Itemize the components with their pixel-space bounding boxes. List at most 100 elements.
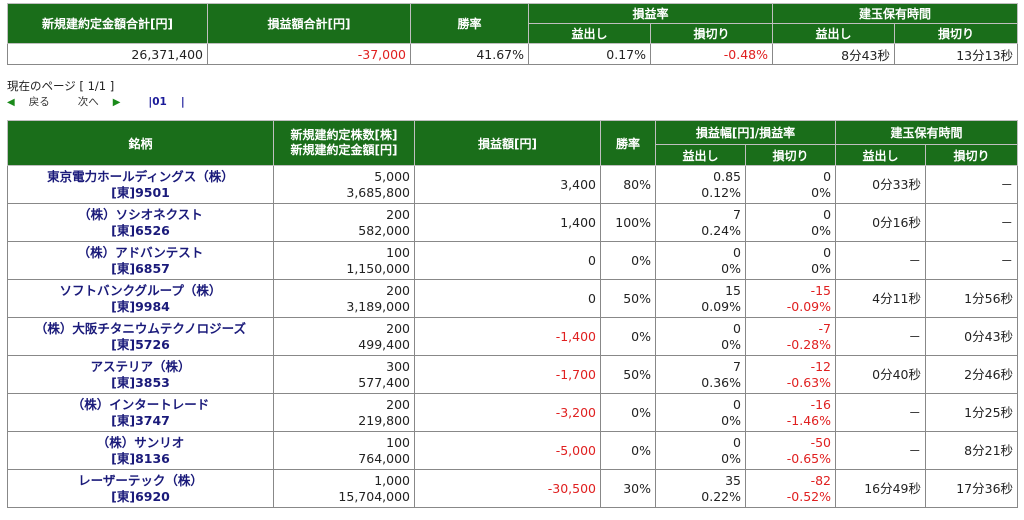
table-row: （株）ソシオネクスト [東]6526 200 582,000 1,400 100% 7 0.2…	[7, 203, 1019, 242]
pnl-value: -1,400	[414, 317, 601, 356]
loss-width: 0	[823, 244, 832, 260]
loss-time-value: 1分56秒	[925, 279, 1019, 318]
stock-code: [東]3747	[111, 412, 170, 428]
detail-header-hold-time: 建玉保有時間	[835, 120, 1019, 145]
loss-time-value: －	[925, 165, 1019, 204]
shares-amount-cell: 200 3,189,000	[273, 279, 415, 318]
stock-name-link[interactable]: （株）サンリオ	[96, 434, 185, 450]
profit-width: 0	[733, 396, 741, 412]
table-row: アステリア（株） [東]3853 300 577,400 -1,700 50% 7 0.36%…	[7, 355, 1019, 394]
summary-header-profit-time: 益出し	[772, 23, 896, 44]
summary-header-hold-time: 建玉保有時間	[772, 3, 1019, 24]
profit-time-value: －	[835, 317, 927, 356]
amount-value: 499,400	[358, 336, 410, 352]
loss-rate: 0%	[811, 260, 832, 276]
profit-cell: 15 0.09%	[655, 279, 746, 318]
profit-width: 7	[733, 358, 741, 374]
table-row: （株）大阪チタニウムテクノロジーズ [東]5726 200 499,400 -1,400…	[7, 317, 1019, 356]
pnl-value: 1,400	[414, 203, 601, 242]
profit-rate: 0.24%	[701, 222, 741, 238]
summary-row: 26,371,400 -37,000 41.67% 0.17% -0.48% 8…	[7, 43, 1019, 65]
amount-value: 764,000	[358, 450, 410, 466]
stock-name-link[interactable]: レーザーテック（株）	[78, 472, 203, 488]
table-row: 東京電力ホールディングス（株） [東]9501 5,000 3,685,800 3,40…	[7, 165, 1019, 204]
pnl-value: -3,200	[414, 393, 601, 432]
detail-header-loss: 損切り	[744, 144, 837, 166]
page-link[interactable]: |01 |	[148, 96, 185, 108]
loss-cell: -12 -0.63%	[744, 355, 837, 394]
table-row: レーザーテック（株） [東]6920 1,000 15,704,000 -30,500 3…	[7, 469, 1019, 508]
back-link[interactable]: ◀ 戻る	[7, 96, 50, 108]
profit-time-value: 0分40秒	[835, 355, 927, 394]
loss-width: -82	[810, 472, 832, 488]
loss-rate: -0.52%	[786, 488, 832, 504]
summary-header-loss-rate: 損切り	[649, 23, 774, 44]
loss-rate: -0.65%	[786, 450, 832, 466]
pnl-value: -5,000	[414, 431, 601, 470]
profit-cell: 0.85 0.12%	[655, 165, 746, 204]
table-row: ソフトバンクグループ（株） [東]9984 200 3,189,000 0 50% 15 0.…	[7, 279, 1019, 318]
stock-code: [東]8136	[111, 450, 170, 466]
stock-code: [東]5726	[111, 336, 170, 352]
loss-cell: 0 0%	[744, 165, 837, 204]
detail-header-amount: 新規建約定金額[円]	[290, 143, 398, 157]
shares-amount-cell: 100 1,150,000	[273, 241, 415, 280]
summary-header-profit-rate: 益出し	[528, 23, 651, 44]
win-rate-value: 50%	[600, 355, 656, 394]
profit-cell: 0 0%	[655, 241, 746, 280]
detail-header-win-rate: 勝率	[600, 120, 656, 166]
summary-total-amount: 26,371,400	[7, 43, 208, 65]
loss-width: -15	[810, 282, 832, 298]
profit-rate: 0%	[721, 260, 741, 276]
loss-cell: -7 -0.28%	[744, 317, 837, 356]
amount-value: 582,000	[358, 222, 410, 238]
amount-value: 219,800	[358, 412, 410, 428]
loss-rate: 0%	[811, 184, 832, 200]
pnl-value: 0	[414, 279, 601, 318]
next-link[interactable]: 次へ ▶	[77, 96, 121, 108]
profit-width: 0	[733, 434, 741, 450]
table-row: （株）サンリオ [東]8136 100 764,000 -5,000 0% 0 0% -50 -0…	[7, 431, 1019, 470]
stock-cell: ソフトバンクグループ（株） [東]9984	[7, 279, 274, 318]
loss-cell: -50 -0.65%	[744, 431, 837, 470]
win-rate-value: 80%	[600, 165, 656, 204]
stock-name-link[interactable]: （株）ソシオネクスト	[78, 206, 203, 222]
loss-cell: -82 -0.52%	[744, 469, 837, 508]
profit-rate: 0.36%	[701, 374, 741, 390]
detail-header-shares: 新規建約定株数[株]	[290, 128, 398, 142]
profit-time-value: 4分11秒	[835, 279, 927, 318]
stock-name-link[interactable]: ソフトバンクグループ（株）	[59, 282, 222, 298]
summary-header-loss-time: 損切り	[894, 23, 1019, 44]
amount-value: 3,685,800	[346, 184, 410, 200]
profit-cell: 35 0.22%	[655, 469, 746, 508]
profit-rate: 0%	[721, 336, 741, 352]
stock-name-link[interactable]: （株）大阪チタニウムテクノロジーズ	[34, 320, 247, 336]
stock-name-link[interactable]: （株）アドバンテスト	[77, 244, 204, 260]
shares-value: 5,000	[374, 168, 410, 184]
loss-time-value: 17分36秒	[925, 469, 1019, 508]
summary-win-rate: 41.67%	[410, 43, 529, 65]
stock-name-link[interactable]: アステリア（株）	[90, 358, 191, 374]
stock-cell: （株）大阪チタニウムテクノロジーズ [東]5726	[7, 317, 274, 356]
loss-time-value: 2分46秒	[925, 355, 1019, 394]
summary-profit-rate: 0.17%	[528, 43, 651, 65]
win-rate-value: 0%	[600, 241, 656, 280]
shares-value: 300	[386, 358, 410, 374]
stock-code: [東]3853	[111, 374, 170, 390]
shares-value: 100	[386, 244, 410, 260]
shares-value: 200	[386, 320, 410, 336]
shares-amount-cell: 200 582,000	[273, 203, 415, 242]
next-triangle-icon: ▶	[112, 97, 121, 108]
shares-value: 1,000	[374, 472, 410, 488]
loss-width: -16	[810, 396, 832, 412]
loss-time-value: 8分21秒	[925, 431, 1019, 470]
stock-cell: （株）インタートレード [東]3747	[7, 393, 274, 432]
stock-name-link[interactable]: 東京電力ホールディングス（株）	[47, 168, 234, 184]
loss-rate: -1.46%	[786, 412, 832, 428]
profit-rate: 0%	[721, 450, 741, 466]
stock-cell: （株）ソシオネクスト [東]6526	[7, 203, 274, 242]
loss-time-value: 0分43秒	[925, 317, 1019, 356]
summary-header-pnl-total: 損益額合計[円]	[207, 3, 411, 44]
stock-code: [東]6526	[111, 222, 170, 238]
stock-name-link[interactable]: （株）インタートレード	[71, 396, 210, 412]
